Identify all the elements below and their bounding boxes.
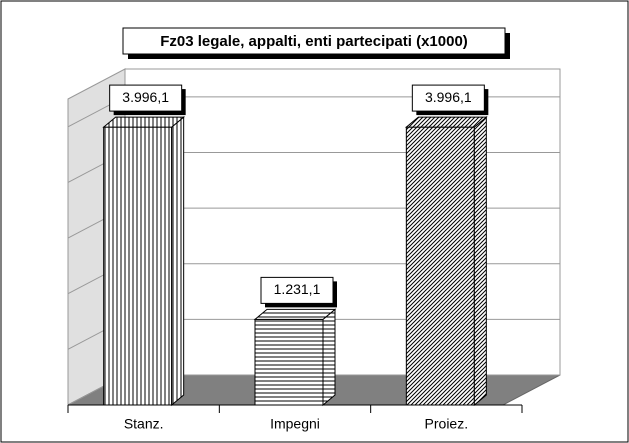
bar <box>404 116 488 407</box>
x-tick-label: Impegni <box>270 416 320 432</box>
bar-top <box>102 116 186 128</box>
bar-front <box>254 318 324 406</box>
value-label: 3.996,1 <box>122 89 169 105</box>
bar-side <box>322 308 336 407</box>
x-tick-label: Stanz. <box>124 416 164 432</box>
value-label: 3.996,1 <box>425 89 472 105</box>
bar-top <box>253 308 337 320</box>
bar-front <box>405 126 475 406</box>
bar <box>102 116 186 407</box>
bar <box>253 308 337 407</box>
bar-side <box>473 116 487 407</box>
value-label-box <box>260 276 334 304</box>
chart-title: Fz03 legale, appalti, enti partecipati (… <box>160 33 468 50</box>
back-wall <box>124 68 561 376</box>
value-label: 1.231,1 <box>274 281 321 297</box>
bar-side <box>171 116 185 407</box>
bar-top <box>404 116 488 128</box>
value-label-box <box>109 84 183 112</box>
bar-front <box>103 126 173 406</box>
x-tick-label: Proiez. <box>425 416 469 432</box>
title-box <box>122 27 506 55</box>
value-label-box <box>411 84 485 112</box>
